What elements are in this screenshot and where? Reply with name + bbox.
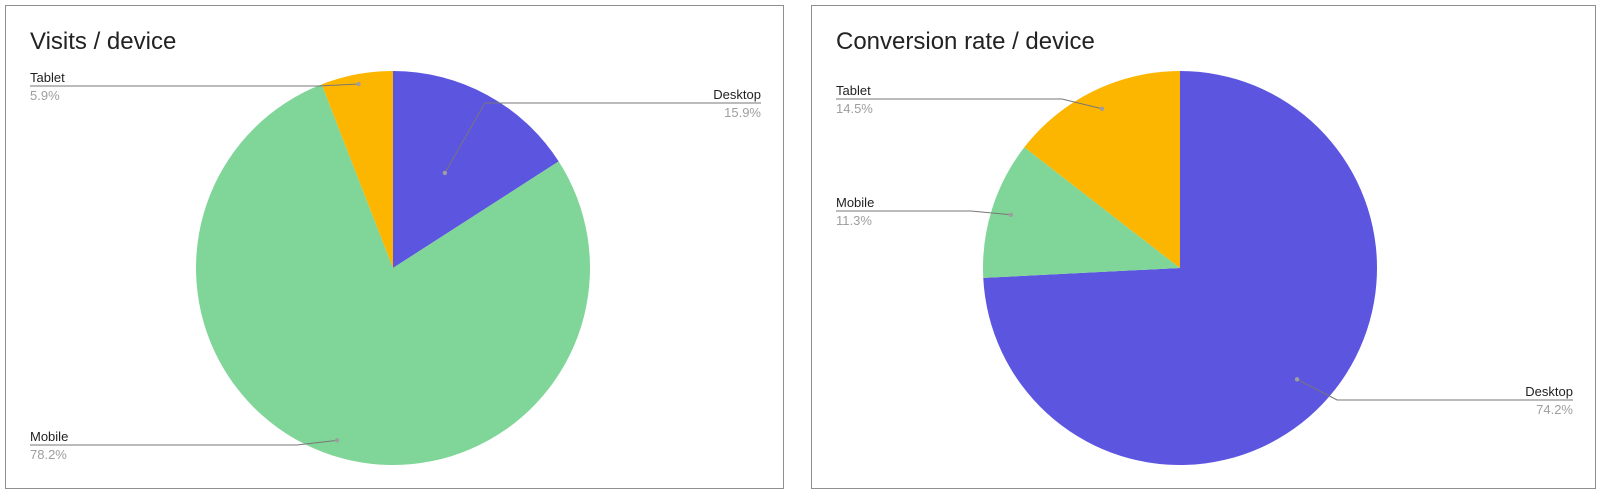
slice-label-mobile: Mobile xyxy=(836,195,874,210)
slice-label-group-tablet: Tablet 5.9% xyxy=(30,70,361,103)
leader-line-tablet xyxy=(30,83,359,87)
leader-line-desktop xyxy=(1296,378,1573,401)
chart-title: Conversion rate / device xyxy=(836,28,1095,55)
slice-value-tablet: 5.9% xyxy=(30,88,60,103)
slice-label-group-tablet: Tablet 14.5% xyxy=(836,83,1105,116)
leader-dot-tablet xyxy=(356,81,361,87)
slice-value-mobile: 78.2% xyxy=(30,447,67,462)
pie-slice-desktop xyxy=(393,71,559,268)
slice-label-desktop: Desktop xyxy=(1525,384,1573,399)
slice-label-group-mobile: Mobile 11.3% xyxy=(836,195,1014,228)
slice-label-group-desktop: Desktop 74.2% xyxy=(1294,377,1573,417)
slice-label-mobile: Mobile xyxy=(30,429,68,444)
leader-line-tablet xyxy=(836,98,1103,110)
leader-dot-desktop xyxy=(1294,377,1300,382)
slice-label-group-desktop: Desktop 15.9% xyxy=(442,87,761,176)
leader-line-mobile xyxy=(30,439,338,446)
pie-slice-tablet xyxy=(1024,71,1180,268)
leader-line-desktop xyxy=(444,102,761,174)
pie-slice-tablet xyxy=(321,71,393,268)
leader-dot-mobile xyxy=(1008,212,1014,218)
leader-dot-tablet xyxy=(1099,106,1105,111)
leader-line-mobile xyxy=(836,210,1011,216)
slice-value-desktop: 15.9% xyxy=(724,105,761,120)
leader-dot-desktop xyxy=(442,170,448,176)
slice-value-tablet: 14.5% xyxy=(836,101,873,116)
slice-label-tablet: Tablet xyxy=(30,70,65,85)
pie-slice-mobile xyxy=(983,147,1180,278)
conversion-pie-chart: Desktop 74.2% Mobile 11.3% Tablet 14.5% xyxy=(836,71,1573,465)
slice-value-desktop: 74.2% xyxy=(1536,402,1573,417)
visits-pie-chart: Desktop 15.9% Mobile 78.2% Tablet 5.9% xyxy=(30,70,761,465)
conversion-chart-panel: Conversion rate / device Desktop 74.2% Mob… xyxy=(811,5,1596,489)
slice-value-mobile: 11.3% xyxy=(836,213,872,228)
leader-dot-mobile xyxy=(334,438,340,443)
slice-label-desktop: Desktop xyxy=(713,87,761,102)
pie-slice-mobile xyxy=(195,84,590,465)
slice-label-group-mobile: Mobile 78.2% xyxy=(30,429,340,462)
visits-chart-panel: Visits / device Desktop 15.9% Mobile 78.2% T… xyxy=(5,5,784,489)
chart-title: Visits / device xyxy=(30,28,177,55)
pie-slice-desktop xyxy=(983,71,1377,465)
slice-label-tablet: Tablet xyxy=(836,83,871,98)
